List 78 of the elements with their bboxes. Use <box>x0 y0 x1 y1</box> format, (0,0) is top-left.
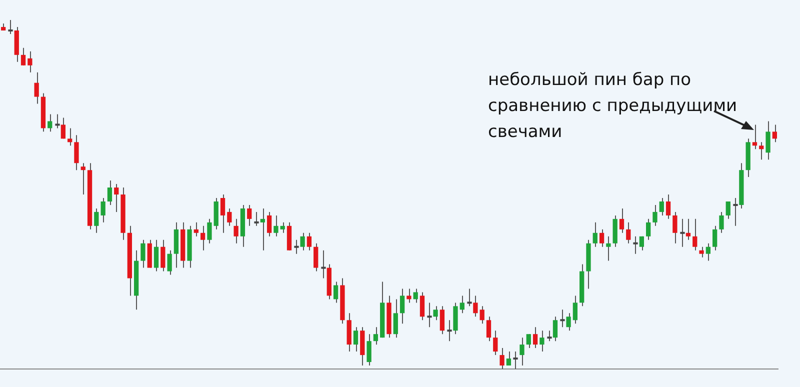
candlestick <box>592 222 598 248</box>
candlestick <box>493 330 498 356</box>
candlestick <box>167 250 172 276</box>
candlestick <box>366 334 372 366</box>
candlestick <box>100 197 106 223</box>
candlestick <box>80 162 86 195</box>
candlestick <box>520 337 524 366</box>
candlestick <box>34 72 39 104</box>
candlestick <box>532 326 538 349</box>
candlestick <box>666 194 671 220</box>
candlestick <box>420 292 425 321</box>
candlestick <box>140 239 146 268</box>
candlestick <box>626 222 631 244</box>
candlestick <box>20 47 26 66</box>
candlestick <box>413 288 418 304</box>
candlestick <box>306 232 312 251</box>
candlestick <box>692 218 698 251</box>
candlestick <box>300 232 305 251</box>
candlestick <box>433 306 438 321</box>
candlestick <box>353 326 358 352</box>
candlestick <box>672 211 678 244</box>
candlestick <box>606 236 611 262</box>
candlestick <box>552 316 558 342</box>
candlestick <box>220 194 226 234</box>
candlestick <box>719 211 724 234</box>
candlestick <box>759 142 764 160</box>
candlestick <box>393 298 398 338</box>
candlestick <box>473 295 478 318</box>
annotation: небольшой пин бар по сравнению с предыдущими свечами <box>488 70 738 142</box>
candlestick <box>712 225 718 251</box>
candlestick <box>200 225 206 251</box>
candlestick <box>234 218 238 244</box>
candlestick <box>659 197 664 216</box>
candlestick <box>67 128 72 146</box>
candlestick <box>28 50 32 73</box>
candlestick <box>280 222 285 234</box>
candlestick <box>766 120 770 160</box>
candlestick <box>48 114 52 132</box>
candlestick <box>686 218 691 240</box>
candlestick <box>599 228 604 248</box>
candlestick <box>114 184 119 212</box>
candlestick <box>440 306 445 335</box>
candlestick <box>227 208 232 226</box>
candlestick <box>260 208 265 251</box>
candlestick <box>500 348 504 370</box>
candlestick <box>74 134 79 171</box>
candlestick <box>314 242 318 272</box>
candlestick <box>772 124 778 143</box>
candlestick <box>506 351 512 366</box>
candlestick <box>373 326 378 346</box>
candlestick <box>406 288 412 304</box>
candlestick <box>726 200 730 220</box>
candlestick <box>480 306 484 324</box>
candlestick <box>619 208 624 234</box>
candlestick <box>540 330 544 352</box>
candlestick <box>160 239 166 272</box>
candlestick <box>706 242 711 262</box>
candlestick <box>154 239 159 272</box>
candlestick <box>333 281 338 304</box>
candlestick <box>60 117 66 140</box>
candlestick <box>699 246 704 258</box>
candlestick <box>526 334 531 349</box>
candlestick <box>752 124 758 150</box>
candlestick <box>266 211 272 237</box>
candlestick <box>107 180 112 206</box>
candlestick <box>94 208 99 234</box>
candlestick <box>400 288 405 324</box>
candlestick <box>194 222 198 237</box>
candlestick <box>566 312 571 332</box>
candlestick <box>639 236 644 251</box>
candlestick <box>247 204 252 226</box>
candlestick <box>207 218 212 244</box>
candlestick <box>274 214 278 237</box>
candlestick <box>486 316 492 342</box>
candlestick <box>460 295 464 314</box>
candlestick <box>652 204 658 226</box>
candlestick <box>572 295 578 324</box>
candlestick <box>646 218 651 240</box>
